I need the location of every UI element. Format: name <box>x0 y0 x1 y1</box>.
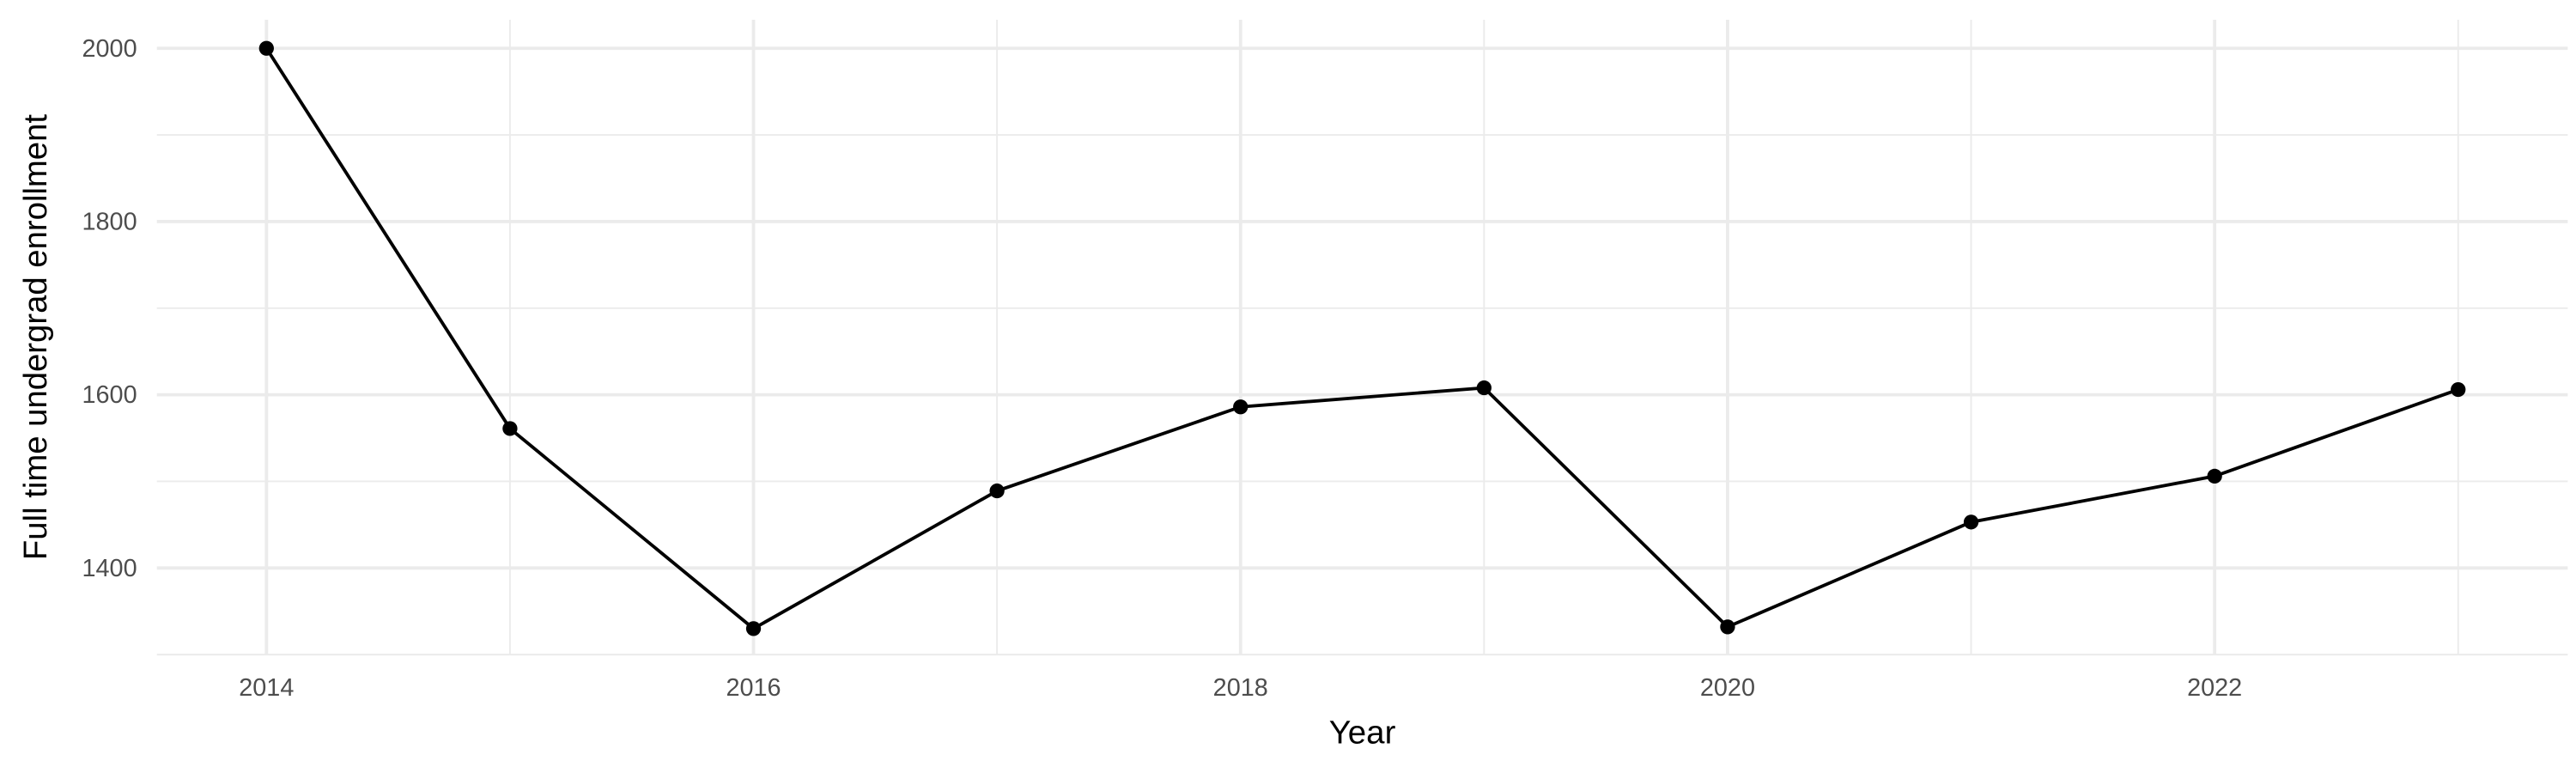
y-axis-title: Full time undergrad enrollment <box>17 114 54 560</box>
x-tick-label: 2018 <box>1213 674 1268 702</box>
y-tick-label: 2000 <box>82 35 137 63</box>
y-axis-ticks: 1400 1600 1800 2000 <box>82 35 137 582</box>
x-axis-title: Year <box>1329 715 1396 752</box>
data-line <box>264 47 2459 631</box>
data-point <box>502 421 518 436</box>
x-tick-label: 2022 <box>2187 674 2242 702</box>
x-axis-ticks: 2014 2016 2018 2020 2022 <box>239 674 2242 702</box>
data-point <box>1476 380 1492 396</box>
y-tick-label: 1400 <box>82 555 137 582</box>
x-tick-label: 2014 <box>239 674 294 702</box>
series-line <box>258 40 2466 636</box>
grid <box>156 19 2568 656</box>
data-point <box>2207 468 2222 484</box>
data-point <box>258 40 274 56</box>
data-point <box>1720 619 1735 635</box>
data-point <box>1963 514 1979 530</box>
x-tick-label: 2016 <box>726 674 781 702</box>
data-point <box>989 483 1005 499</box>
x-tick-label: 2020 <box>1700 674 1755 702</box>
y-tick-label: 1800 <box>82 209 137 236</box>
data-point <box>2451 381 2466 398</box>
y-tick-label: 1600 <box>82 381 137 409</box>
data-point <box>1233 399 1249 415</box>
data-point <box>745 621 762 636</box>
